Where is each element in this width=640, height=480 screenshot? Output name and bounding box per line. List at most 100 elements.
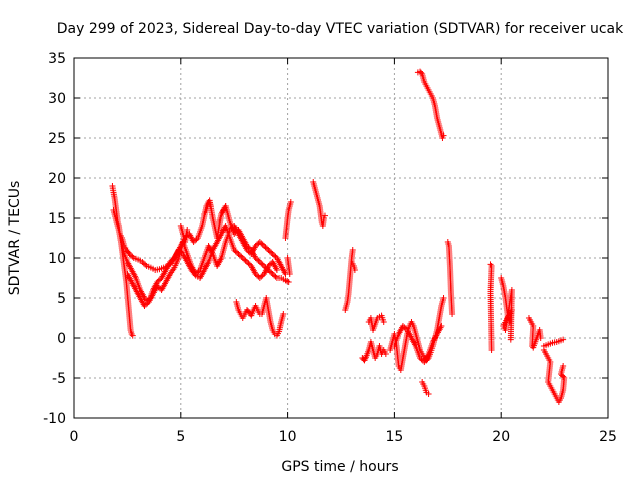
data-point — [140, 260, 147, 267]
data-point — [286, 271, 293, 277]
data-point — [127, 252, 134, 259]
data-point — [222, 203, 229, 209]
data-point — [167, 259, 174, 265]
x-tick-label: 15 — [385, 429, 403, 445]
data-point — [507, 336, 514, 343]
y-tick-label: 10 — [48, 251, 66, 267]
data-point — [349, 247, 356, 253]
data-point — [242, 257, 249, 264]
y-tick-label: -5 — [52, 371, 66, 387]
data-point — [559, 372, 566, 379]
data-points — [109, 68, 568, 405]
data-point — [380, 319, 387, 325]
data-point — [258, 240, 265, 247]
data-point — [268, 269, 275, 276]
y-tick-label: 35 — [48, 51, 66, 67]
data-point — [252, 255, 259, 261]
data-point — [245, 260, 252, 267]
data-point — [253, 272, 260, 279]
data-point — [269, 271, 276, 277]
data-point — [256, 259, 263, 265]
data-point — [258, 273, 265, 280]
data-point — [253, 241, 260, 248]
data-point — [175, 247, 182, 253]
data-point — [155, 277, 162, 284]
data-point — [271, 272, 278, 279]
data-point — [399, 323, 406, 329]
data-point — [418, 356, 425, 363]
data-point — [488, 347, 495, 353]
y-tick-label: 20 — [48, 171, 66, 187]
data-point — [560, 336, 567, 343]
data-point — [268, 249, 275, 256]
data-point — [271, 252, 278, 259]
data-point — [259, 261, 266, 268]
data-point — [232, 248, 239, 255]
data-point — [139, 259, 146, 265]
data-point — [382, 351, 389, 357]
data-point — [266, 268, 273, 275]
data-point — [261, 243, 268, 249]
y-tick-label: 5 — [57, 291, 66, 307]
data-point — [263, 245, 270, 252]
x-tick-label: 25 — [599, 429, 617, 445]
data-point — [142, 301, 149, 308]
data-point — [449, 311, 456, 317]
data-point — [351, 267, 358, 273]
data-point — [235, 251, 242, 257]
data-point — [252, 271, 259, 277]
data-point — [287, 199, 294, 205]
data-point — [262, 244, 269, 251]
data-point — [168, 257, 175, 264]
data-point — [266, 261, 273, 268]
data-point — [252, 243, 259, 249]
data-point — [321, 212, 328, 219]
data-point — [265, 263, 272, 269]
data-point — [258, 260, 265, 267]
data-point — [126, 251, 133, 257]
data-point — [244, 259, 251, 265]
data-point — [256, 275, 263, 281]
y-tick-label: 0 — [57, 331, 66, 347]
data-point — [129, 253, 136, 260]
data-point — [191, 271, 198, 278]
y-tick-label: 15 — [48, 211, 66, 227]
data-point — [560, 363, 567, 369]
data-point — [241, 256, 248, 263]
data-point — [244, 247, 251, 253]
axis-ticks: 0 5 10 15 20 25 -10 -5 0 5 10 15 20 25 30 35 — [43, 51, 617, 445]
data-point — [537, 335, 544, 341]
x-tick-label: 10 — [279, 429, 297, 445]
data-point — [142, 261, 149, 268]
data-point — [184, 227, 191, 233]
data-point — [193, 236, 200, 243]
data-point — [141, 303, 148, 309]
x-tick-label: 20 — [492, 429, 510, 445]
y-tick-label: 25 — [48, 131, 66, 147]
data-point — [239, 255, 246, 261]
chart-title: Day 299 of 2023, Sidereal Day-to-day VTE… — [57, 21, 624, 37]
plot-frame — [73, 57, 609, 419]
data-point — [259, 241, 266, 248]
data-point — [245, 248, 252, 255]
data-point — [440, 132, 447, 139]
grid — [74, 58, 608, 418]
data-point — [285, 279, 292, 285]
data-point — [269, 251, 276, 257]
data-point — [207, 203, 214, 209]
data-point — [272, 273, 279, 280]
x-axis-label: GPS time / hours — [281, 459, 398, 475]
data-point — [256, 239, 263, 245]
x-tick-label: 0 — [70, 429, 79, 445]
data-point — [192, 237, 199, 244]
data-point — [177, 248, 184, 255]
data-point — [231, 247, 238, 253]
data-point — [228, 225, 235, 232]
data-point — [129, 332, 136, 339]
data-point — [438, 323, 445, 329]
data-point — [440, 295, 447, 301]
data-point — [280, 311, 287, 317]
data-point — [273, 267, 280, 273]
y-tick-label: 30 — [48, 91, 66, 107]
